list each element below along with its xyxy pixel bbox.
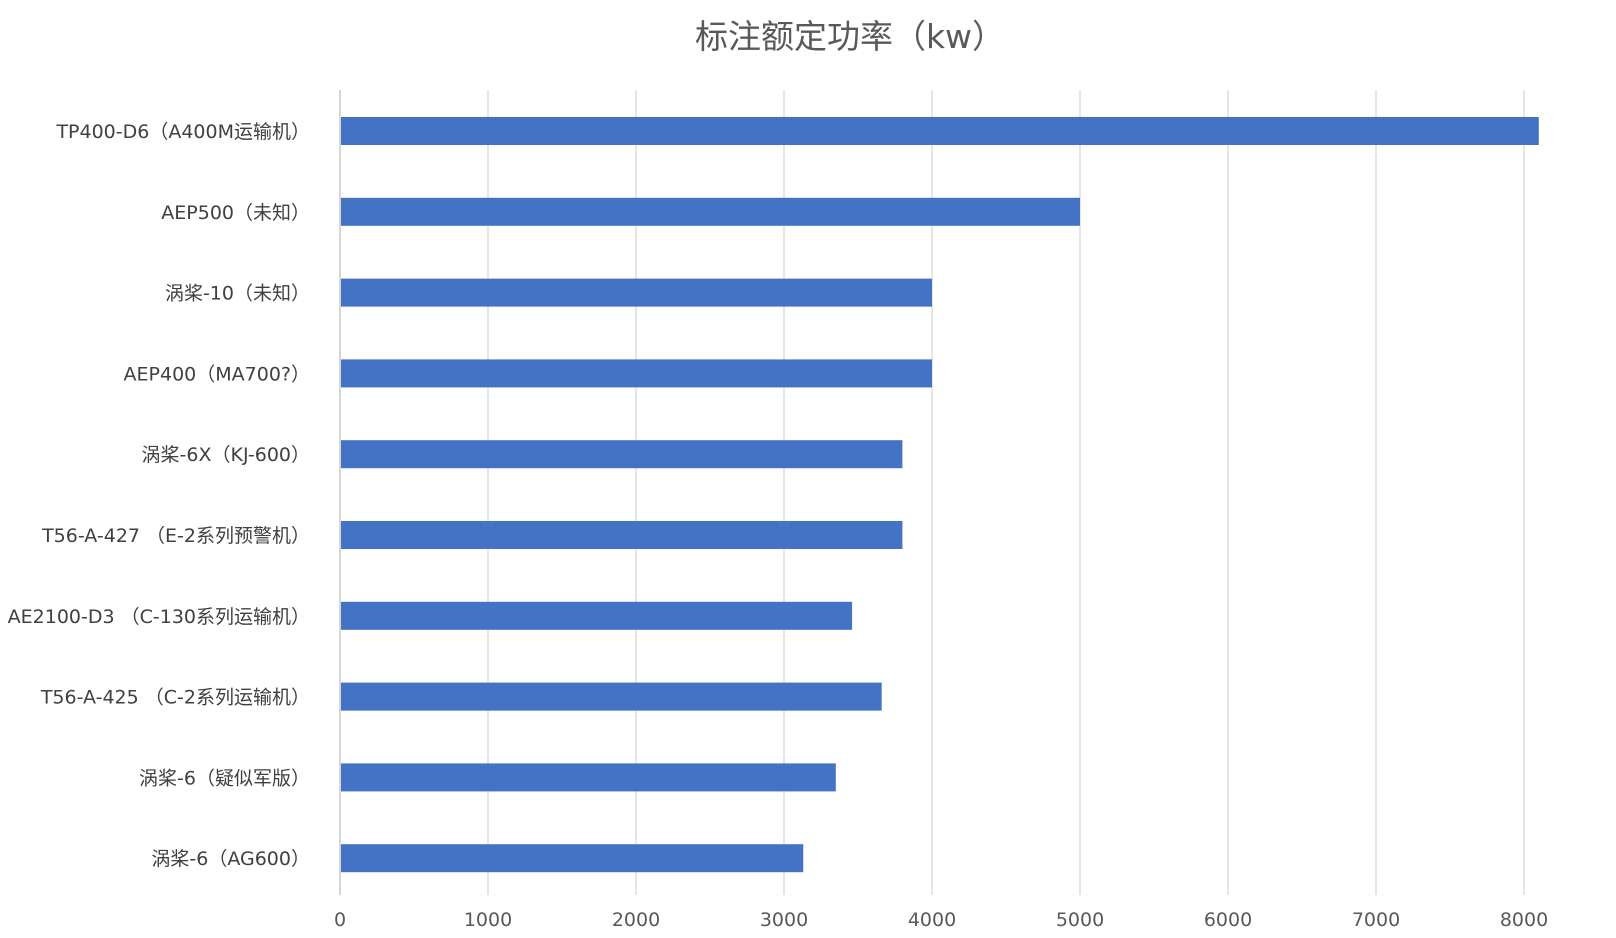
x-tick-label-5000: 5000	[1056, 909, 1104, 931]
x-axis-tick-labels: 0 1000 2000 3000 4000 5000 6000 7000 8000	[334, 909, 1548, 931]
x-tick-label-4000: 4000	[908, 909, 956, 931]
bar-8	[341, 682, 882, 711]
category-label-3: 涡桨-10（未知）	[165, 283, 310, 305]
bar-7	[341, 601, 853, 630]
category-label-10: 涡桨-6（AG600）	[151, 848, 310, 870]
category-label-1: TP400-D6（A400M运输机）	[55, 121, 310, 143]
bar-4	[341, 359, 932, 388]
bar-5	[341, 440, 903, 469]
bar-2	[341, 197, 1080, 226]
x-tick-label-6000: 6000	[1204, 909, 1252, 931]
x-tick-label-2000: 2000	[612, 909, 660, 931]
bars	[341, 117, 1539, 873]
category-label-8: T56-A-425 （C-2系列运输机）	[40, 687, 310, 709]
x-tick-label-8000: 8000	[1500, 909, 1548, 931]
category-label-6: T56-A-427 （E-2系列预警机）	[41, 525, 310, 547]
x-tick-label-3000: 3000	[760, 909, 808, 931]
category-label-4: AEP400（MA700?）	[124, 363, 310, 385]
x-tick-label-0: 0	[334, 909, 346, 931]
chart-title: 标注额定功率（kw）	[695, 17, 1005, 56]
bar-6	[341, 521, 903, 549]
category-label-7: AE2100-D3 （C-130系列运输机）	[8, 606, 310, 628]
bar-3	[341, 278, 932, 307]
x-tick-label-7000: 7000	[1352, 909, 1400, 931]
category-label-2: AEP500（未知）	[161, 202, 310, 224]
bar-9	[341, 763, 836, 792]
category-label-9: 涡桨-6（疑似军版）	[139, 767, 310, 789]
category-label-5: 涡桨-6X（KJ-600）	[142, 444, 310, 466]
bar-1	[341, 117, 1539, 145]
category-labels: TP400-D6（A400M运输机） AEP500（未知） 涡桨-10（未知） AEP…	[8, 121, 310, 870]
bar-10	[341, 844, 804, 873]
x-tick-label-1000: 1000	[464, 909, 512, 931]
